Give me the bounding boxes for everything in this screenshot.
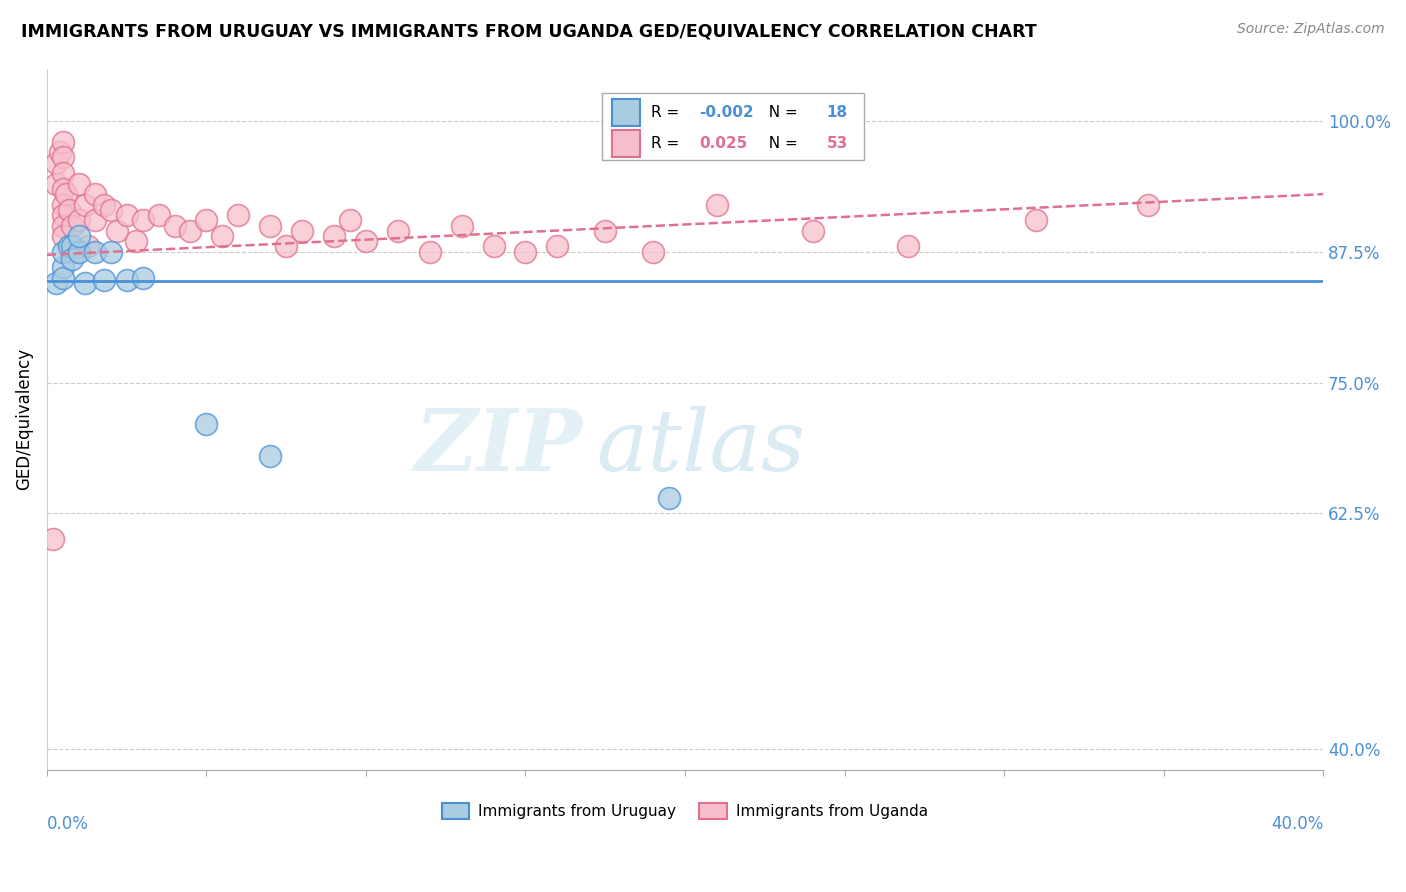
Point <box>83 213 105 227</box>
Point <box>52 151 75 165</box>
Text: R =: R = <box>651 105 683 120</box>
Point <box>45 177 67 191</box>
Point <box>100 244 122 259</box>
Point <box>62 219 84 233</box>
Point <box>93 273 115 287</box>
Point <box>125 234 148 248</box>
Point <box>354 234 377 248</box>
Point <box>148 208 170 222</box>
Point <box>62 244 84 259</box>
Point <box>58 239 80 253</box>
Text: 0.025: 0.025 <box>699 136 748 151</box>
Legend: Immigrants from Uruguay, Immigrants from Uganda: Immigrants from Uruguay, Immigrants from… <box>436 797 935 825</box>
Point <box>83 187 105 202</box>
Point <box>52 219 75 233</box>
Point <box>419 244 441 259</box>
Point <box>77 239 100 253</box>
Point <box>276 239 298 253</box>
Point <box>593 224 616 238</box>
Point <box>52 135 75 149</box>
Point <box>52 229 75 244</box>
Point <box>93 197 115 211</box>
Point <box>706 197 728 211</box>
Point <box>291 224 314 238</box>
Point <box>75 197 97 211</box>
Point <box>100 202 122 217</box>
Point <box>55 187 77 202</box>
Point <box>67 244 90 259</box>
Point <box>801 224 824 238</box>
Text: Source: ZipAtlas.com: Source: ZipAtlas.com <box>1237 22 1385 37</box>
Point <box>658 491 681 505</box>
Point <box>515 244 537 259</box>
Point <box>45 276 67 290</box>
Text: atlas: atlas <box>596 406 804 489</box>
FancyBboxPatch shape <box>612 130 640 157</box>
Text: N =: N = <box>759 105 803 120</box>
Text: IMMIGRANTS FROM URUGUAY VS IMMIGRANTS FROM UGANDA GED/EQUIVALENCY CORRELATION CH: IMMIGRANTS FROM URUGUAY VS IMMIGRANTS FR… <box>21 22 1036 40</box>
Point <box>323 229 346 244</box>
Point <box>387 224 409 238</box>
Text: N =: N = <box>759 136 803 151</box>
Point <box>62 252 84 266</box>
Point <box>67 229 90 244</box>
Text: 18: 18 <box>827 105 848 120</box>
Point <box>52 244 75 259</box>
Point <box>211 229 233 244</box>
Text: ZIP: ZIP <box>415 406 583 489</box>
Point <box>131 270 153 285</box>
Point <box>339 213 361 227</box>
Point <box>42 533 65 547</box>
Point <box>1136 197 1159 211</box>
Y-axis label: GED/Equivalency: GED/Equivalency <box>15 348 32 491</box>
Point <box>45 155 67 169</box>
Point <box>643 244 665 259</box>
Point <box>259 449 281 463</box>
Point <box>52 197 75 211</box>
Point <box>115 273 138 287</box>
Point <box>897 239 920 253</box>
Point <box>52 270 75 285</box>
Text: 40.0%: 40.0% <box>1271 815 1323 833</box>
Point <box>179 224 201 238</box>
Point <box>83 244 105 259</box>
Point <box>546 239 568 253</box>
Point <box>1025 213 1047 227</box>
Point <box>52 166 75 180</box>
Point <box>115 208 138 222</box>
Point <box>52 260 75 275</box>
Point <box>67 213 90 227</box>
Point <box>450 219 472 233</box>
Text: 53: 53 <box>827 136 848 151</box>
FancyBboxPatch shape <box>602 93 863 160</box>
FancyBboxPatch shape <box>612 99 640 126</box>
Point <box>228 208 250 222</box>
Point <box>58 202 80 217</box>
Text: R =: R = <box>651 136 683 151</box>
Point <box>259 219 281 233</box>
Point <box>163 219 186 233</box>
Point <box>67 177 90 191</box>
Point <box>131 213 153 227</box>
Point <box>75 276 97 290</box>
Point <box>52 182 75 196</box>
Point <box>62 239 84 253</box>
Point <box>195 213 218 227</box>
Text: -0.002: -0.002 <box>699 105 754 120</box>
Text: 0.0%: 0.0% <box>46 815 89 833</box>
Point <box>482 239 505 253</box>
Point <box>195 417 218 432</box>
Point <box>52 208 75 222</box>
Point <box>105 224 128 238</box>
Point <box>48 145 70 160</box>
